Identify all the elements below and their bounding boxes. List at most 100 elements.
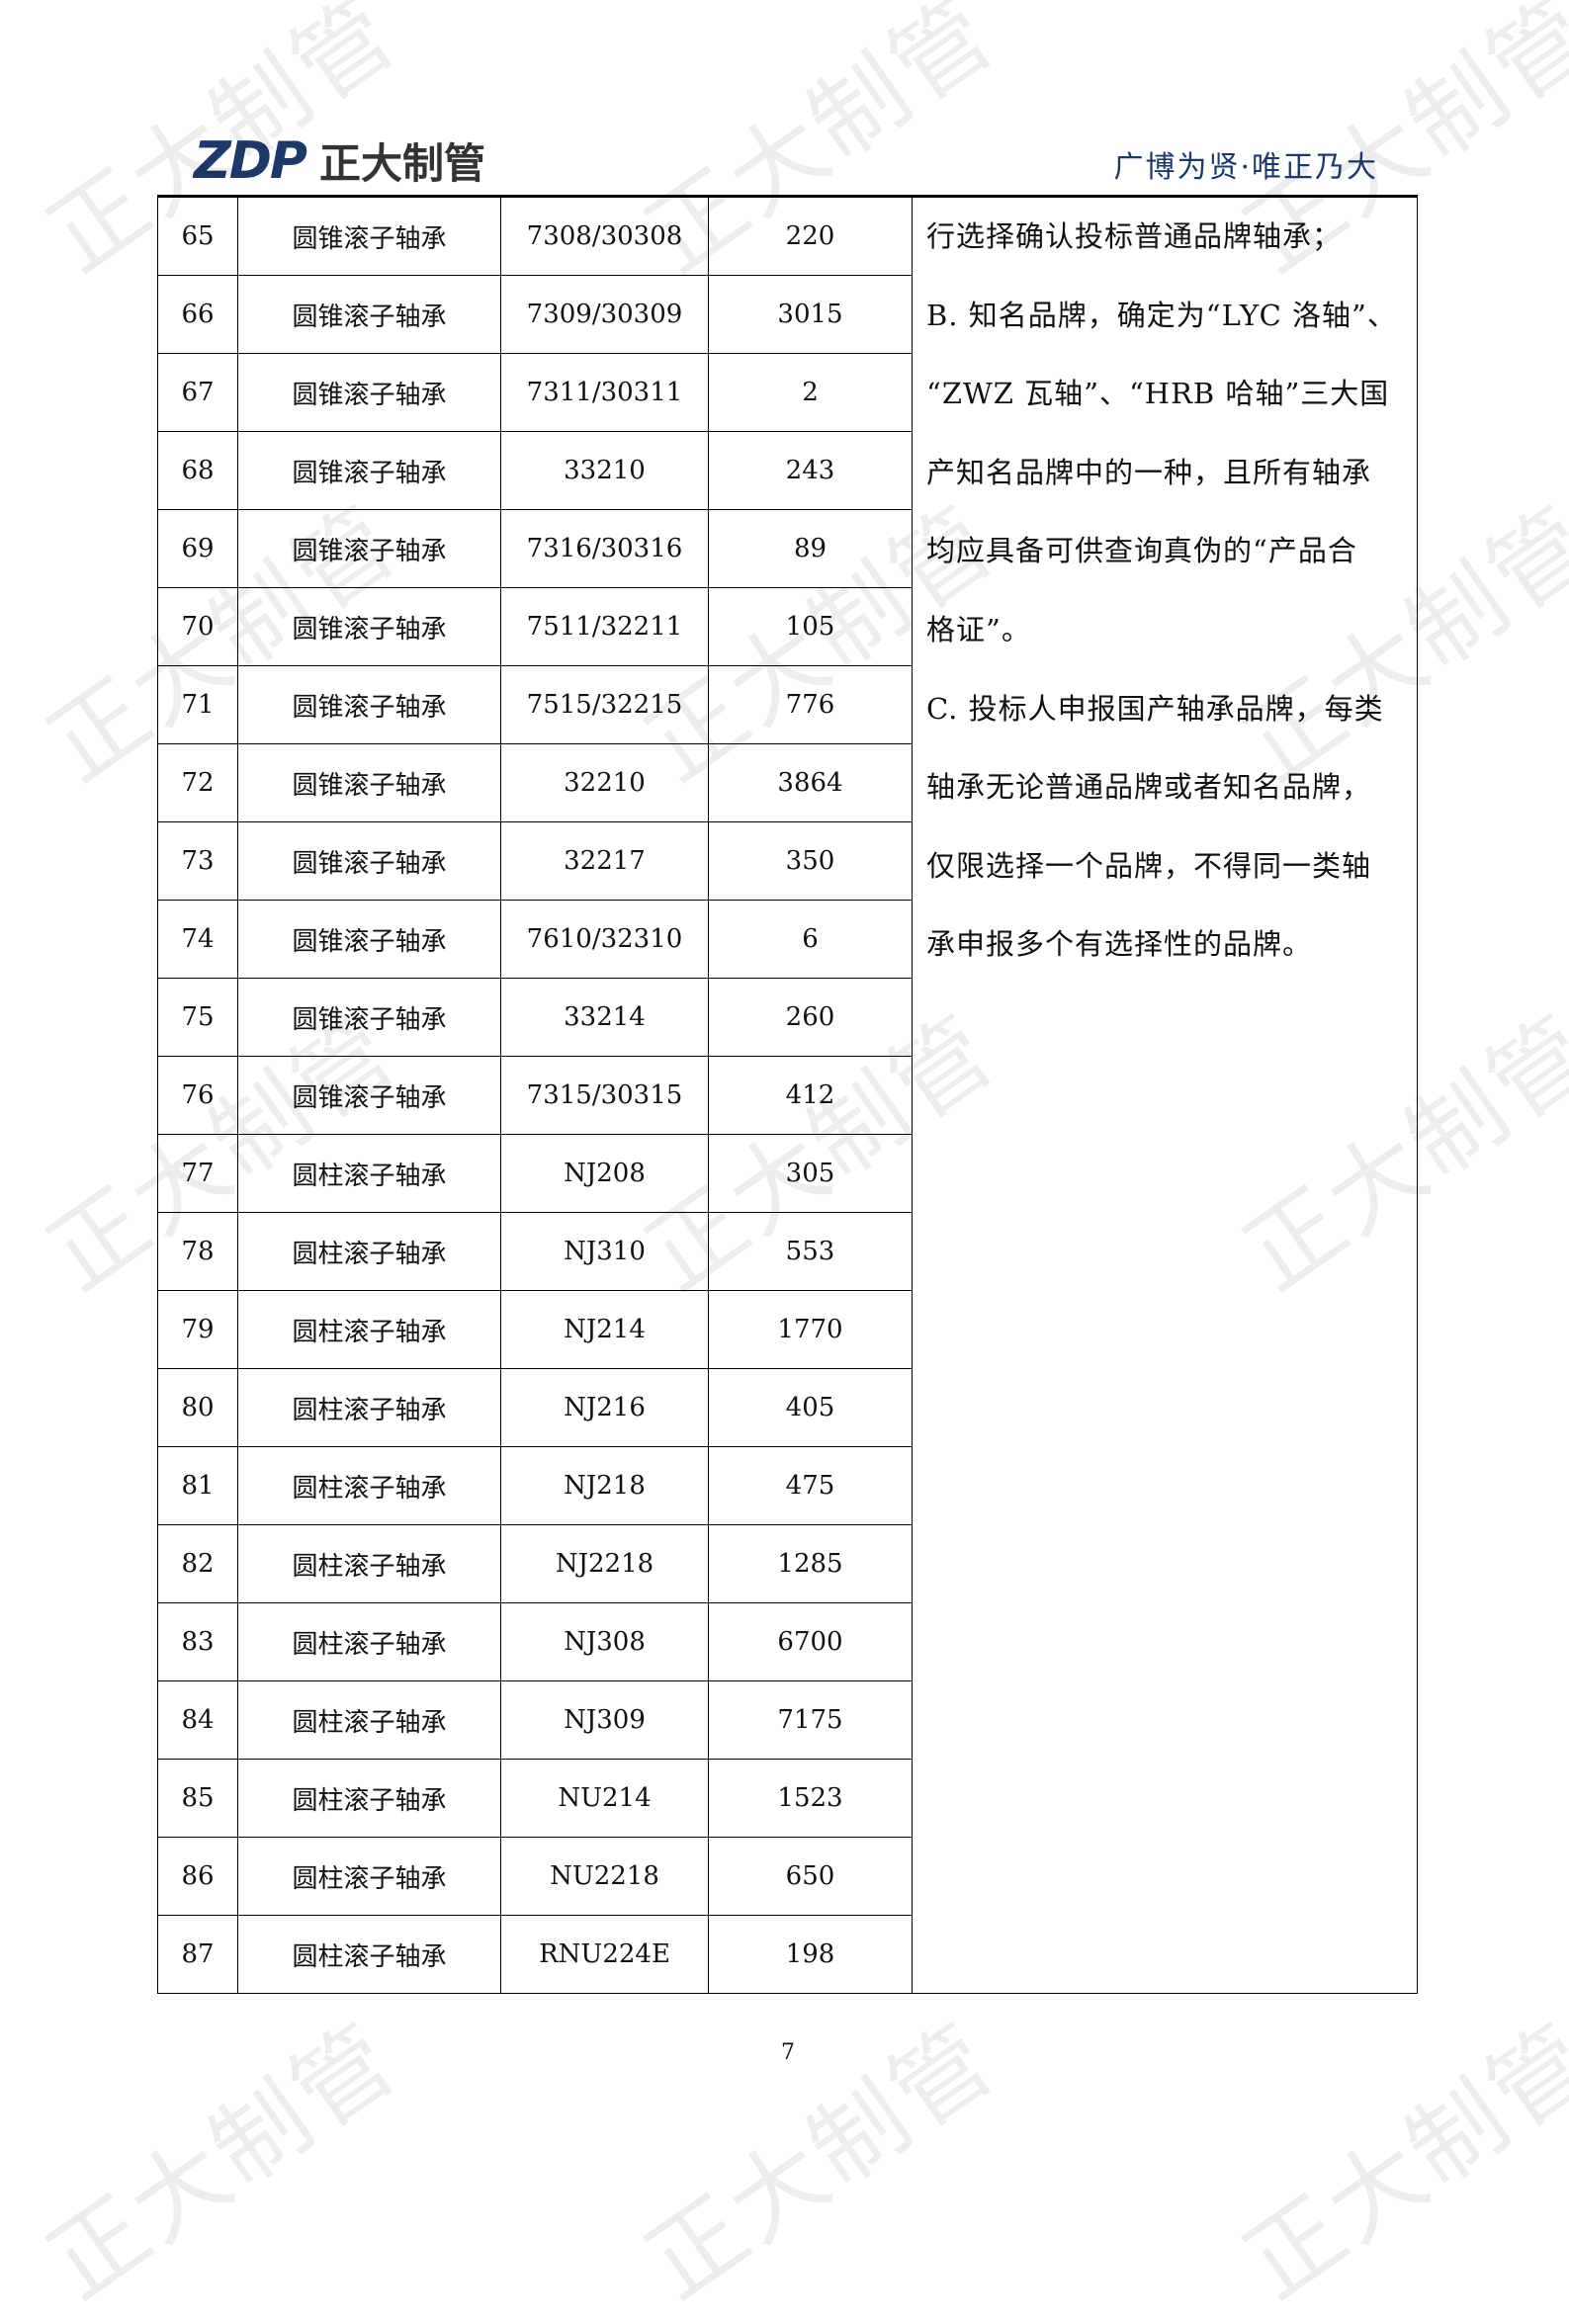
quantity-cell: 243 <box>708 431 913 510</box>
bearing-type-cell: 圆锥滚子轴承 <box>237 587 501 666</box>
bearing-model-cell: 7311/30311 <box>500 353 709 432</box>
bearing-model-cell: 32210 <box>500 743 709 822</box>
row-number-cell: 79 <box>157 1290 238 1369</box>
table-row: 75 圆锥滚子轴承 33214 260 <box>157 978 1418 1057</box>
watermark: 正大制管 <box>28 2002 416 2321</box>
note-line: “ZWZ 瓦轴”、“HRB 哈轴”三大国 <box>926 377 1390 411</box>
quantity-cell: 105 <box>708 587 913 666</box>
quantity-cell: 1285 <box>708 1524 913 1603</box>
bearing-type-cell: 圆柱滚子轴承 <box>237 1446 501 1525</box>
bearing-type-cell: 圆锥滚子轴承 <box>237 275 501 354</box>
table-row: 65 圆锥滚子轴承 7308/30308 220 行选择确认投标普通品牌轴承； B. 知名… <box>157 195 1418 1994</box>
row-number-cell: 66 <box>157 275 238 354</box>
table-row: 82 圆柱滚子轴承 NJ2218 1285 <box>157 1524 1418 1603</box>
bearing-model-cell: NU2218 <box>500 1837 709 1916</box>
bearing-type-cell: 圆锥滚子轴承 <box>237 665 501 744</box>
bearing-model-cell: NU214 <box>500 1759 709 1838</box>
bearing-model-cell: 7316/30316 <box>500 509 709 588</box>
company-logo: ZDP 正大制管 <box>194 130 485 191</box>
quantity-cell: 2 <box>708 353 913 432</box>
quantity-cell: 776 <box>708 665 913 744</box>
row-number-cell: 67 <box>157 353 238 432</box>
bearing-type-cell: 圆柱滚子轴承 <box>237 1837 501 1916</box>
header-tagline: 广博为贤·唯正乃大 <box>1113 150 1378 185</box>
table-row: 81 圆柱滚子轴承 NJ218 475 <box>157 1446 1418 1525</box>
table-row: 87 圆柱滚子轴承 RNU224E 198 <box>157 1915 1418 1994</box>
bearing-type-cell: 圆锥滚子轴承 <box>237 509 501 588</box>
bearing-type-cell: 圆锥滚子轴承 <box>237 1056 501 1135</box>
bearing-type-cell: 圆锥滚子轴承 <box>237 978 501 1057</box>
quantity-cell: 6 <box>708 900 913 979</box>
table-row: 74 圆锥滚子轴承 7610/32310 6 <box>157 900 1418 979</box>
quantity-cell: 1523 <box>708 1759 913 1838</box>
table-row: 84 圆柱滚子轴承 NJ309 7175 <box>157 1680 1418 1760</box>
bearing-table: 65 圆锥滚子轴承 7308/30308 220 行选择确认投标普通品牌轴承； B. 知名… <box>157 195 1418 1994</box>
bearing-type-cell: 圆锥滚子轴承 <box>237 353 501 432</box>
quantity-cell: 305 <box>708 1134 913 1213</box>
bearing-model-cell: 7308/30308 <box>500 195 709 276</box>
requirements-note: 行选择确认投标普通品牌轴承； B. 知名品牌，确定为“LYC 洛轴”、 “ZWZ 瓦… <box>912 195 1418 1994</box>
bearing-type-cell: 圆锥滚子轴承 <box>237 821 501 901</box>
quantity-cell: 198 <box>708 1915 913 1994</box>
row-number-cell: 85 <box>157 1759 238 1838</box>
note-line: 均应具备可供查询真伪的“产品合 <box>926 534 1357 568</box>
table-row: 71 圆锥滚子轴承 7515/32215 776 <box>157 665 1418 744</box>
row-number-cell: 71 <box>157 665 238 744</box>
bearing-type-cell: 圆柱滚子轴承 <box>237 1212 501 1291</box>
bearing-type-cell: 圆锥滚子轴承 <box>237 431 501 510</box>
bearing-type-cell: 圆柱滚子轴承 <box>237 1680 501 1760</box>
bearing-model-cell: NJ218 <box>500 1446 709 1525</box>
quantity-cell: 405 <box>708 1368 913 1447</box>
bearing-model-cell: 33214 <box>500 978 709 1057</box>
quantity-cell: 89 <box>708 509 913 588</box>
quantity-cell: 412 <box>708 1056 913 1135</box>
bearing-model-cell: 33210 <box>500 431 709 510</box>
table-row: 73 圆锥滚子轴承 32217 350 <box>157 821 1418 901</box>
quantity-cell: 3864 <box>708 743 913 822</box>
quantity-cell: 3015 <box>708 275 913 354</box>
bearing-model-cell: NJ214 <box>500 1290 709 1369</box>
bearing-type-cell: 圆柱滚子轴承 <box>237 1524 501 1603</box>
row-number-cell: 80 <box>157 1368 238 1447</box>
watermark: 正大制管 <box>1224 2002 1569 2321</box>
row-number-cell: 87 <box>157 1915 238 1994</box>
table-row: 70 圆锥滚子轴承 7511/32211 105 <box>157 587 1418 666</box>
table-row: 67 圆锥滚子轴承 7311/30311 2 <box>157 353 1418 432</box>
bearing-type-cell: 圆锥滚子轴承 <box>237 900 501 979</box>
bearing-type-cell: 圆柱滚子轴承 <box>237 1915 501 1994</box>
note-line: 产知名品牌中的一种，且所有轴承 <box>926 455 1372 489</box>
page-number: 7 <box>781 2040 795 2065</box>
table-row: 83 圆柱滚子轴承 NJ308 6700 <box>157 1602 1418 1681</box>
note-line: 仅限选择一个品牌，不得同一类轴 <box>926 848 1372 883</box>
row-number-cell: 72 <box>157 743 238 822</box>
note-line: 轴承无论普通品牌或者知名品牌， <box>926 770 1372 805</box>
bearing-type-cell: 圆锥滚子轴承 <box>237 195 501 276</box>
table-row: 76 圆锥滚子轴承 7315/30315 412 <box>157 1056 1418 1135</box>
row-number-cell: 77 <box>157 1134 238 1213</box>
bearing-model-cell: NJ309 <box>500 1680 709 1760</box>
quantity-cell: 650 <box>708 1837 913 1916</box>
bearing-type-cell: 圆柱滚子轴承 <box>237 1290 501 1369</box>
row-number-cell: 69 <box>157 509 238 588</box>
watermark: 正大制管 <box>626 2002 1014 2321</box>
row-number-cell: 68 <box>157 431 238 510</box>
table-row: 78 圆柱滚子轴承 NJ310 553 <box>157 1212 1418 1291</box>
row-number-cell: 75 <box>157 978 238 1057</box>
quantity-cell: 7175 <box>708 1680 913 1760</box>
bearing-type-cell: 圆锥滚子轴承 <box>237 743 501 822</box>
row-number-cell: 65 <box>157 195 238 276</box>
table-row: 86 圆柱滚子轴承 NU2218 650 <box>157 1837 1418 1916</box>
row-number-cell: 74 <box>157 900 238 979</box>
quantity-cell: 220 <box>708 195 913 276</box>
bearing-type-cell: 圆柱滚子轴承 <box>237 1368 501 1447</box>
bearing-model-cell: NJ216 <box>500 1368 709 1447</box>
row-number-cell: 82 <box>157 1524 238 1603</box>
quantity-cell: 350 <box>708 821 913 901</box>
bearing-model-cell: 7610/32310 <box>500 900 709 979</box>
row-number-cell: 70 <box>157 587 238 666</box>
bearing-model-cell: 32217 <box>500 821 709 901</box>
bearing-model-cell: NJ310 <box>500 1212 709 1291</box>
bearing-model-cell: 7309/30309 <box>500 275 709 354</box>
bearing-model-cell: 7511/32211 <box>500 587 709 666</box>
quantity-cell: 475 <box>708 1446 913 1525</box>
